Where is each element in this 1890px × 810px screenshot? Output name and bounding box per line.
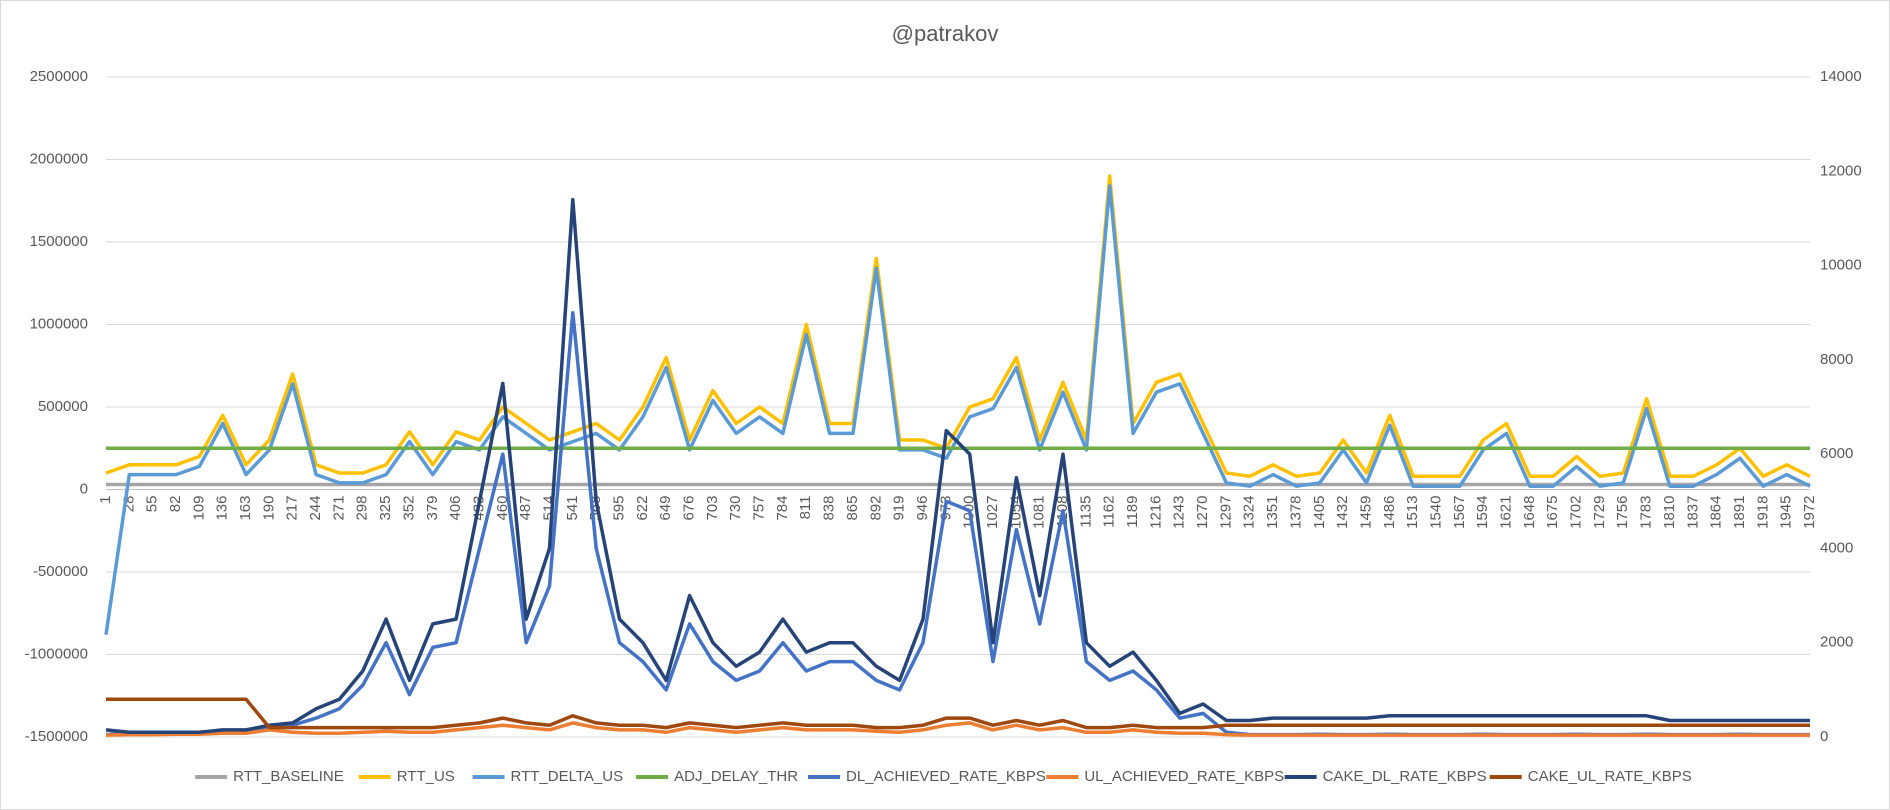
x-tick-label: 1189 [1124,496,1141,528]
x-tick-label: 1945 [1778,496,1795,529]
x-tick-label: 1432 [1334,496,1351,529]
x-tick-label: 271 [330,496,347,521]
y-tick-label: -500000 [33,563,88,580]
x-tick-label: 1486 [1381,496,1398,529]
x-tick-label: 217 [284,496,301,521]
x-tick-label: 1 [97,496,114,504]
x-tick-label: 1243 [1171,496,1188,529]
x-tick-label: 1540 [1427,496,1444,529]
x-tick-label: 1459 [1357,496,1374,529]
y2-tick-label: 12000 [1820,162,1862,179]
x-tick-label: 1675 [1544,496,1561,529]
x-tick-label: 649 [657,496,674,521]
x-tick-label: 1810 [1661,496,1678,529]
chart-title: @patrakov [892,21,999,46]
x-tick-label: 919 [891,496,908,521]
x-tick-label: 1081 [1031,496,1048,529]
x-tick-label: 784 [774,496,791,521]
y-tick-label: 2500000 [30,68,88,85]
x-tick-label: 1918 [1754,496,1771,529]
x-tick-label: 1621 [1498,496,1515,529]
x-tick-label: 1027 [984,496,1001,529]
x-tick-label: 1972 [1801,496,1818,529]
x-tick-label: 1756 [1614,496,1631,529]
x-tick-label: 1513 [1404,496,1421,529]
y-tick-label: 2000000 [30,150,88,167]
x-tick-label: 136 [214,496,231,521]
x-tick-label: 946 [914,496,931,521]
x-tick-label: 1405 [1311,496,1328,529]
x-tick-label: 163 [237,496,254,521]
x-tick-label: 1135 [1077,496,1094,528]
x-tick-label: 1216 [1147,496,1164,529]
y-tick-label: 1000000 [30,315,88,332]
x-tick-label: 595 [611,496,628,521]
series-line [105,721,1810,737]
y-tick-label: -1000000 [25,645,88,662]
x-tick-label: 298 [354,496,371,521]
series-line [106,697,1810,730]
x-tick-label: 1783 [1638,496,1655,529]
x-tick-label: 1702 [1568,496,1585,529]
x-tick-label: 622 [634,496,651,521]
x-tick-label: 1567 [1451,496,1468,529]
legend-label: CAKE_DL_RATE_KBPS [1323,768,1487,785]
legend-label: UL_ACHIEVED_RATE_KBPS [1084,768,1284,785]
x-tick-label: 703 [704,496,721,521]
x-tick-label: 109 [190,496,207,521]
x-tick-label: 1297 [1217,496,1234,529]
x-tick-label: 55 [144,496,161,513]
x-tick-label: 1270 [1194,496,1211,529]
x-tick-label: 1378 [1287,496,1304,529]
x-tick-label: 325 [377,496,394,521]
x-tick-label: 379 [424,496,441,521]
x-tick-label: 1891 [1731,496,1748,529]
x-tick-label: 1594 [1474,496,1491,529]
legend-label: RTT_BASELINE [233,768,344,785]
x-tick-label: 1162 [1101,496,1118,528]
x-tick-label: 82 [167,496,184,513]
x-tick-label: 1864 [1708,496,1725,529]
x-tick-label: 406 [447,496,464,521]
y2-tick-label: 0 [1820,728,1828,745]
series-line [105,197,1810,735]
legend-label: ADJ_DELAY_THR [674,768,798,785]
legend-label: RTT_US [397,768,455,785]
x-tick-label: 892 [867,496,884,521]
legend-label: RTT_DELTA_US [511,768,624,785]
y2-tick-label: 6000 [1820,445,1853,462]
x-tick-label: 1729 [1591,496,1608,529]
x-tick-label: 487 [517,496,534,521]
y-tick-label: 0 [80,480,88,497]
x-tick-label: 811 [797,496,814,520]
x-tick-label: 757 [751,496,768,521]
y2-tick-label: 10000 [1820,257,1862,274]
series-line [104,184,1811,635]
x-tick-label: 460 [494,495,511,520]
x-tick-label: 541 [564,496,581,521]
x-tick-label: 1837 [1684,496,1701,529]
x-tick-label: 1324 [1241,496,1258,529]
y2-tick-label: 4000 [1820,539,1853,556]
y2-tick-label: 14000 [1820,68,1862,85]
legend-label: DL_ACHIEVED_RATE_KBPS [846,768,1046,785]
legend-label: CAKE_UL_RATE_KBPS [1528,768,1692,785]
y-tick-label: -1500000 [25,728,88,745]
x-tick-label: 352 [400,496,417,521]
series-line [105,174,1811,479]
x-tick-label: 676 [681,496,698,521]
y-tick-label: 1500000 [30,233,88,250]
x-tick-label: 1351 [1264,496,1281,529]
y-tick-label: 500000 [38,398,88,415]
x-tick-label: 244 [307,496,324,521]
x-tick-label: 1648 [1521,496,1538,529]
x-tick-label: 730 [727,496,744,521]
y2-tick-label: 8000 [1820,351,1853,368]
x-tick-label: 838 [821,496,838,521]
x-tick-label: 865 [844,496,861,521]
x-tick-label: 190 [260,496,277,521]
y2-tick-label: 2000 [1820,634,1853,651]
